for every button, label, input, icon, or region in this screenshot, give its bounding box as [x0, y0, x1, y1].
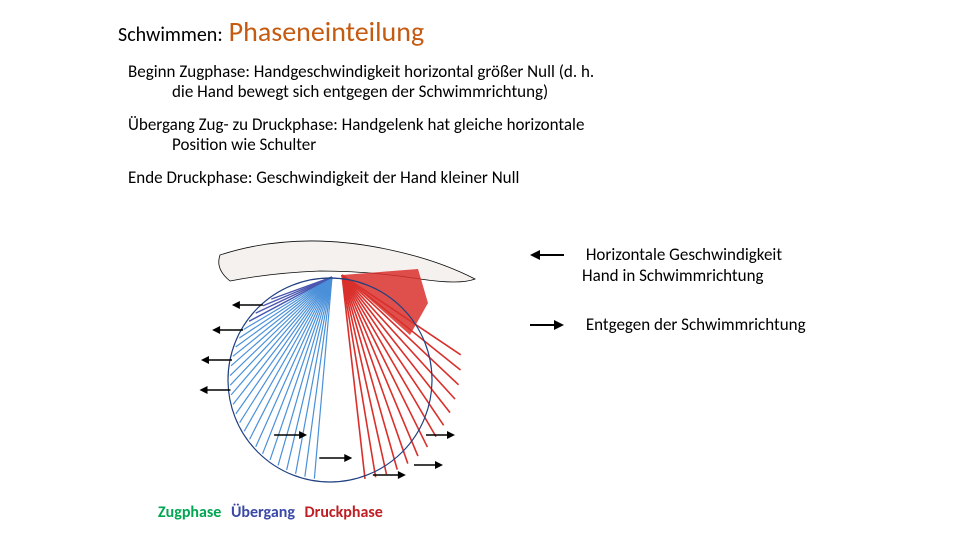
para-3-line1: Ende Druckphase: Geschwindigkeit der Han…: [128, 167, 519, 188]
para-1-line2: die Hand bewegt sich entgegen der Schwim…: [128, 82, 594, 102]
phase-diagram: [160, 235, 500, 495]
para-3: Ende Druckphase: Geschwindigkeit der Han…: [128, 168, 519, 188]
arrow-left-icon: [530, 246, 564, 266]
legend-1-line1: Horizontale Geschwindigkeit: [586, 244, 782, 265]
title-main: Phaseneinteilung: [229, 14, 424, 49]
phase-label-zug: Zugphase: [158, 503, 221, 522]
para-2-line2: Position wie Schulter: [128, 135, 584, 155]
para-2: Übergang Zug- zu Druckphase: Handgelenk …: [128, 115, 584, 155]
title-prefix: Schwimmen:: [118, 23, 223, 47]
phase-labels: Zugphase Übergang Druckphase: [158, 503, 389, 522]
legend-1-line2: Hand in Schwimmrichtung: [582, 265, 764, 286]
phase-label-druck: Druckphase: [305, 503, 383, 522]
phase-label-ueber: Übergang: [231, 503, 295, 522]
legend-1: Horizontale Geschwindigkeit Hand in Schw…: [530, 245, 782, 286]
slide-title: Schwimmen: Phaseneinteilung: [118, 14, 424, 49]
arrow-right-icon: [530, 316, 564, 336]
para-2-line1: Übergang Zug- zu Druckphase: Handgelenk …: [128, 114, 584, 135]
legend-2-line1: Entgegen der Schwimmrichtung: [586, 314, 806, 335]
para-1-line1: Beginn Zugphase: Handgeschwindigkeit hor…: [128, 61, 594, 82]
legend-2: Entgegen der Schwimmrichtung: [530, 315, 806, 336]
para-1: Beginn Zugphase: Handgeschwindigkeit hor…: [128, 62, 594, 102]
